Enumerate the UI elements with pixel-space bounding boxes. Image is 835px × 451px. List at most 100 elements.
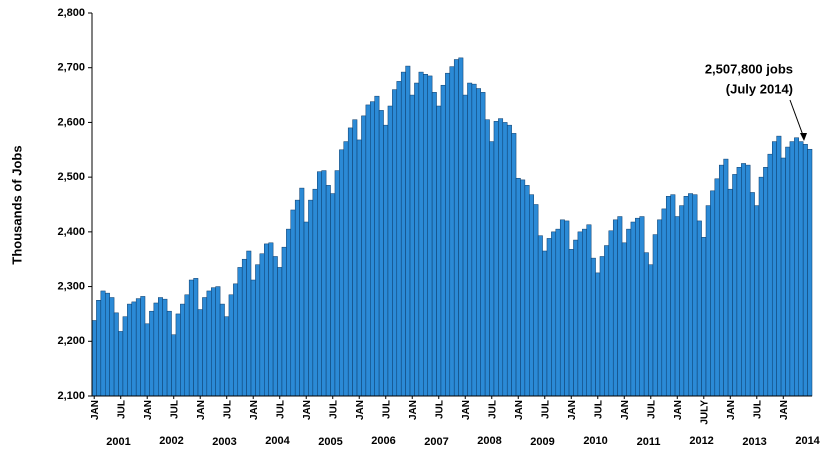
bar: [683, 196, 689, 397]
bar: [661, 208, 667, 397]
bar: [546, 238, 552, 397]
year-label: 2007: [424, 436, 448, 448]
bar: [396, 81, 402, 397]
x-tick-label: JAN: [90, 400, 101, 420]
bar: [105, 292, 110, 397]
bar: [736, 167, 742, 397]
bar: [670, 194, 676, 397]
bar: [308, 199, 314, 397]
bar: [573, 239, 579, 397]
x-tick-label: JUL: [487, 400, 498, 419]
bar: [100, 290, 106, 397]
bar: [696, 220, 702, 397]
y-axis-label: Thousands of Jobs: [9, 145, 24, 264]
bar: [608, 230, 614, 397]
bar: [758, 176, 764, 397]
bar: [493, 121, 499, 397]
bar: [727, 188, 733, 397]
year-label: 2012: [689, 435, 713, 447]
bar: [264, 243, 269, 397]
bar: [763, 167, 769, 397]
bar: [643, 252, 649, 397]
bar: [175, 313, 181, 397]
bar: [648, 264, 654, 397]
bar: [789, 141, 795, 397]
bar: [427, 75, 433, 397]
bar: [630, 221, 636, 397]
bar: [582, 228, 587, 397]
bar: [405, 65, 411, 397]
bar: [303, 221, 309, 397]
bar: [798, 141, 804, 397]
bar: [374, 95, 380, 397]
bar: [599, 256, 605, 397]
bar: [511, 133, 517, 397]
x-tick-label: JULY: [699, 400, 710, 425]
x-tick-label: JUL: [169, 400, 180, 419]
bar: [387, 105, 393, 397]
bar: [749, 192, 755, 397]
bar: [122, 316, 128, 397]
bar: [277, 267, 283, 397]
bar: [635, 217, 640, 397]
bar: [458, 57, 464, 397]
bar: [109, 297, 115, 397]
bar: [612, 219, 618, 397]
bar: [515, 177, 521, 397]
bar: [710, 190, 716, 397]
bar: [595, 272, 601, 397]
bar: [551, 231, 557, 397]
x-tick-label: JAN: [355, 400, 366, 420]
bar: [453, 59, 459, 397]
bar: [184, 294, 190, 397]
bar: [215, 286, 221, 397]
bar: [476, 88, 481, 397]
year-label: 2003: [212, 436, 236, 448]
bar: [392, 89, 398, 397]
bar: [339, 149, 345, 397]
bar: [705, 205, 711, 397]
x-tick-label: JUL: [593, 400, 604, 419]
bar: [171, 334, 177, 397]
bar: [383, 124, 389, 397]
bar: [409, 94, 415, 397]
bar: [197, 309, 203, 397]
bar: [193, 278, 199, 397]
bar: [268, 242, 274, 397]
y-tick-label: 2,300: [57, 280, 85, 292]
bar: [431, 92, 437, 397]
bar: [440, 84, 446, 397]
bar: [568, 249, 574, 397]
bar: [555, 228, 561, 397]
bar: [361, 115, 367, 397]
bar: [180, 303, 186, 397]
bar: [688, 193, 693, 397]
bar: [365, 104, 371, 397]
bar: [436, 105, 442, 397]
x-tick-label: JAN: [726, 400, 737, 420]
year-label: 2006: [371, 435, 395, 447]
year-label: 2010: [583, 435, 607, 447]
bar: [241, 258, 247, 397]
bar: [767, 153, 773, 397]
year-label: 2011: [637, 436, 661, 448]
bar: [228, 294, 234, 397]
bar: [290, 209, 296, 397]
x-tick-label: JAN: [779, 400, 790, 420]
y-tick-label: 2,100: [57, 390, 85, 402]
bar: [657, 219, 663, 397]
x-tick-label: JAN: [514, 400, 525, 420]
x-tick-label: JUL: [275, 400, 286, 419]
bar: [272, 256, 278, 397]
bar: [626, 228, 632, 397]
year-label: 2013: [742, 436, 766, 448]
x-tick-label: JAN: [408, 400, 419, 420]
bar: [211, 287, 216, 397]
year-label: 2014: [795, 435, 820, 447]
bar: [330, 193, 336, 397]
bar: [202, 297, 208, 397]
bar: [118, 331, 124, 397]
bar: [423, 74, 428, 397]
bar: [542, 250, 548, 397]
